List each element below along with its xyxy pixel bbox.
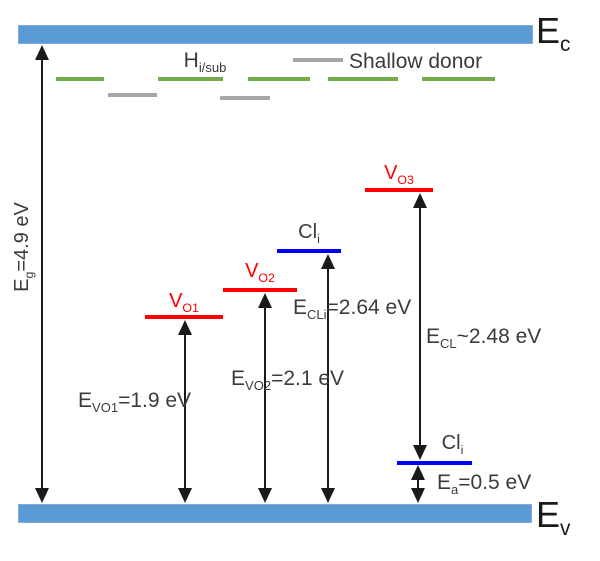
ecl-energy-label: ECL~2.48 eV <box>426 325 542 352</box>
cli-upper-level-label: Cli <box>298 221 320 246</box>
shallow-level-green-dash <box>56 77 104 81</box>
shallow-donor-legend-dash <box>293 58 343 62</box>
evo1-transition-arrow <box>178 320 192 503</box>
vo1-level-line <box>145 315 223 319</box>
conduction-band <box>18 25 533 44</box>
evo2-energy-label: EVO2=2.1 eV <box>231 367 345 394</box>
shallow-level-green-dash <box>422 77 495 81</box>
shallow-level-gray-dash <box>108 93 157 97</box>
cli-lower-level-label: Cli <box>441 432 464 457</box>
eg-transition-arrow <box>35 45 49 503</box>
evo2-transition-arrow <box>258 293 272 503</box>
cli-upper-level-line <box>277 249 341 253</box>
eg-energy-label: Eg=4.9 eV <box>11 202 36 292</box>
shallow-donor-legend-label: Shallow donor <box>349 50 483 73</box>
valence-band <box>18 504 532 523</box>
cli-lower-level-line <box>397 461 472 465</box>
ecl-transition-arrow <box>413 193 427 460</box>
ea-transition-arrow <box>411 465 425 503</box>
ecli-energy-label: ECLi=2.64 eV <box>293 296 412 323</box>
hydrogen-level-label: Hi/sub <box>183 49 227 76</box>
vo3-level-line <box>365 188 433 192</box>
shallow-level-green-dash <box>328 77 398 81</box>
shallow-level-green-dash <box>248 77 310 81</box>
evo1-energy-label: EVO1=1.9 eV <box>78 389 192 416</box>
vo2-level-line <box>223 288 297 292</box>
ea-energy-label: Ea=0.5 eV <box>437 471 532 498</box>
vo3-level-label: VO3 <box>384 162 414 187</box>
vo2-level-label: VO2 <box>245 260 275 285</box>
shallow-level-green-dash <box>158 77 223 81</box>
conduction-band-label: Ec <box>536 10 571 57</box>
shallow-level-gray-dash <box>220 96 270 100</box>
vo1-level-label: VO1 <box>169 290 199 315</box>
ecli-transition-arrow <box>321 254 335 503</box>
valence-band-label: Ev <box>536 494 571 541</box>
